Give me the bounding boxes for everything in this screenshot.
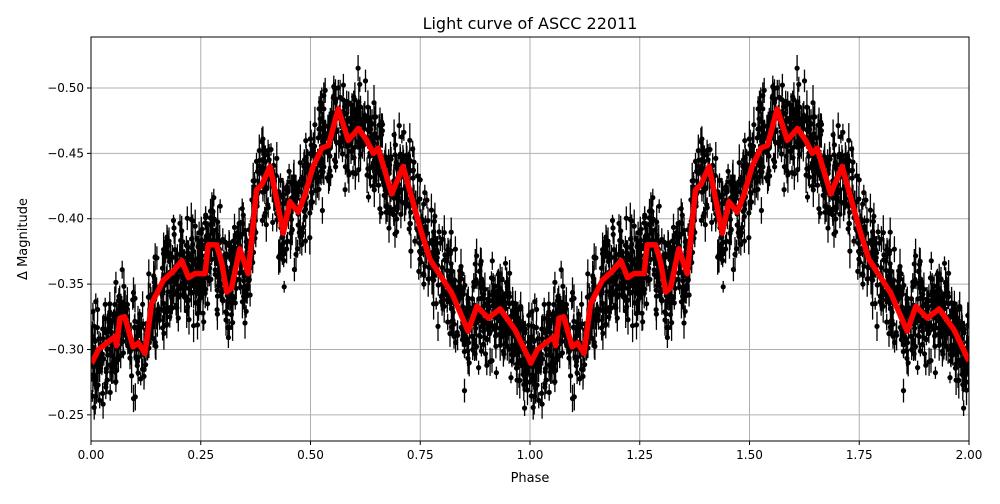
x-tick-label: 1.50 <box>736 448 763 462</box>
x-tick-label: 0.50 <box>297 448 324 462</box>
x-tick-label: 0.00 <box>78 448 105 462</box>
x-axis-label: Phase <box>511 471 550 486</box>
y-axis-ticks: −0.50 −0.45 −0.40 −0.35 −0.30 −0.25 <box>47 81 91 422</box>
y-axis-label: Δ Magnitude <box>16 198 31 280</box>
y-tick-label: −0.25 <box>47 408 84 422</box>
y-tick-label: −0.40 <box>47 212 84 226</box>
y-tick-label: −0.30 <box>47 342 84 356</box>
x-tick-label: 2.00 <box>956 448 983 462</box>
y-tick-label: −0.35 <box>47 277 84 291</box>
chart-title: Light curve of ASCC 22011 <box>423 14 638 33</box>
x-tick-label: 1.00 <box>517 448 544 462</box>
x-axis-ticks: 0.00 0.25 0.50 0.75 1.00 1.25 1.50 1.75 2.00 <box>78 441 983 462</box>
y-tick-label: −0.45 <box>47 146 84 160</box>
x-tick-label: 0.75 <box>407 448 434 462</box>
y-tick-label: −0.50 <box>47 81 84 95</box>
x-tick-label: 1.25 <box>626 448 653 462</box>
x-tick-label: 1.75 <box>846 448 873 462</box>
x-tick-label: 0.25 <box>187 448 214 462</box>
